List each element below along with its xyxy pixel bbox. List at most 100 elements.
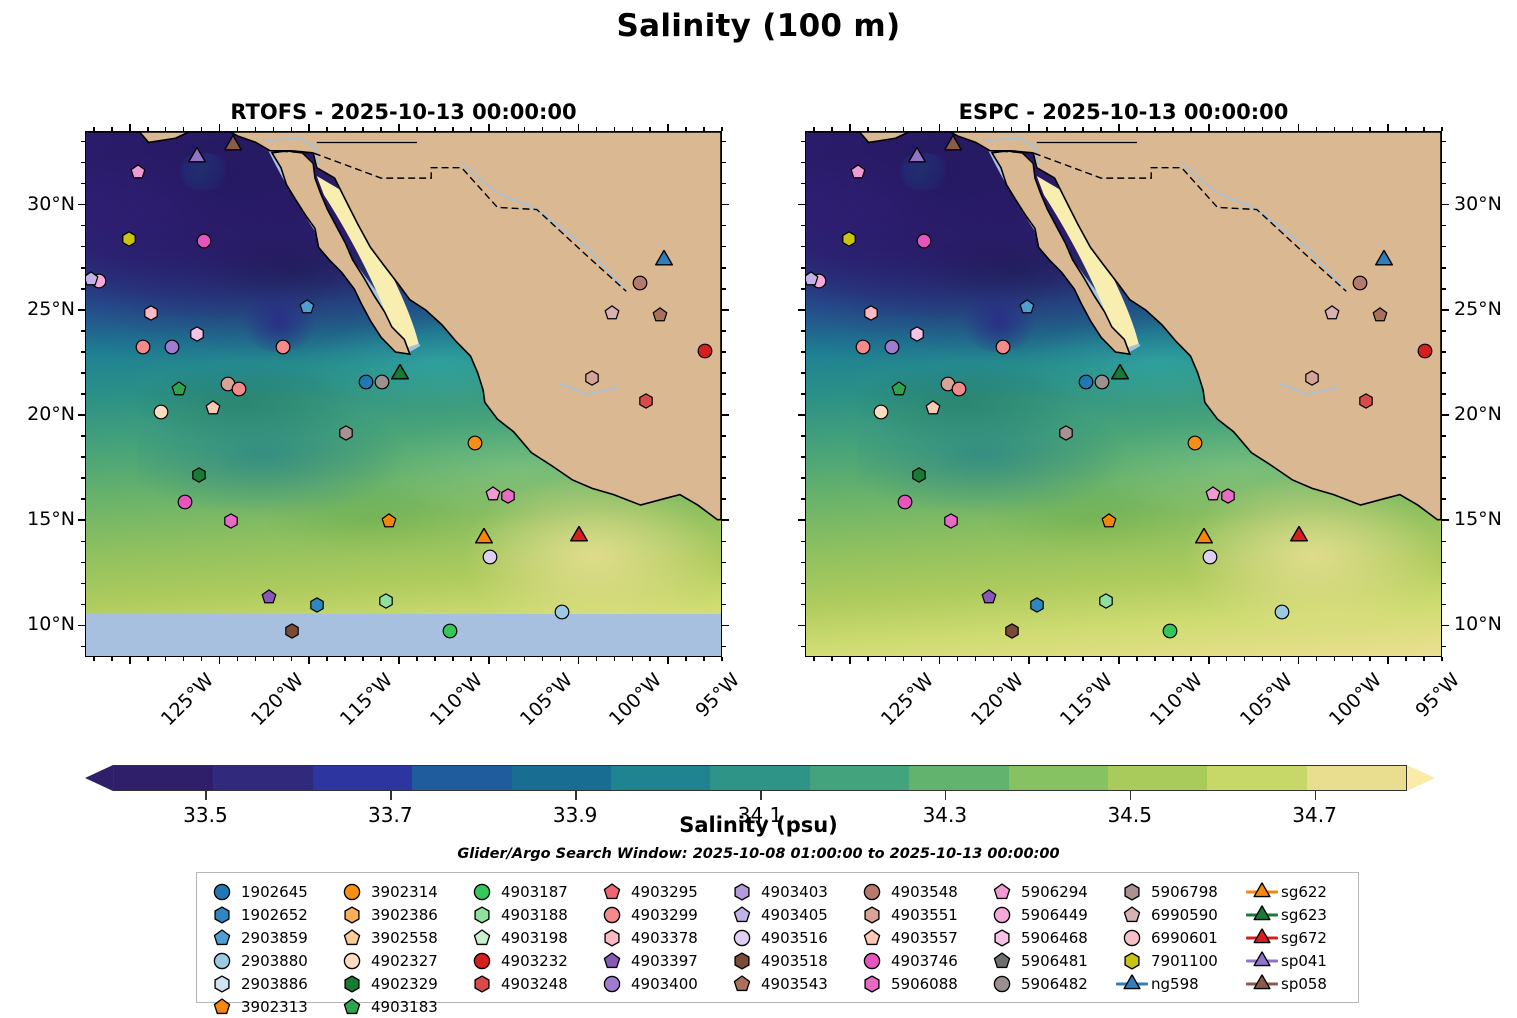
map-marker-4903378[interactable] xyxy=(862,304,879,321)
map-marker-4903516[interactable] xyxy=(1201,549,1218,566)
legend-item[interactable]: sp041 xyxy=(1245,949,1355,972)
map-marker-2903880[interactable] xyxy=(553,603,570,620)
legend-item[interactable]: 4903299 xyxy=(595,903,725,926)
map-marker-3902313[interactable] xyxy=(381,513,398,530)
legend-item[interactable]: 4903248 xyxy=(465,972,595,995)
legend-item[interactable]: 4903548 xyxy=(855,880,985,903)
map-marker-4903232[interactable] xyxy=(697,342,714,359)
legend-item[interactable]: 4902327 xyxy=(335,949,465,972)
map-marker-sg623[interactable] xyxy=(1110,363,1130,384)
legend-item[interactable]: 4903543 xyxy=(725,972,855,995)
map-marker-sp041[interactable] xyxy=(187,147,207,167)
map-marker-sp041[interactable] xyxy=(907,147,927,167)
map-marker-5906482[interactable] xyxy=(1094,374,1111,391)
map-panel-rtofs[interactable] xyxy=(85,131,722,657)
map-marker-4903746b[interactable] xyxy=(896,494,913,511)
legend-item[interactable]: sg672 xyxy=(1245,926,1355,949)
map-marker-sg622[interactable] xyxy=(474,528,494,548)
map-marker-4903183[interactable] xyxy=(171,380,188,397)
map-marker-4903299c[interactable] xyxy=(950,380,967,397)
map-marker-4903232[interactable] xyxy=(1417,342,1434,359)
legend-item[interactable]: 5906481 xyxy=(985,949,1115,972)
map-marker-1902645[interactable] xyxy=(357,374,374,391)
map-marker-4903746[interactable] xyxy=(916,233,933,250)
map-marker-1902652[interactable] xyxy=(1029,597,1046,614)
map-marker-4903397[interactable] xyxy=(981,588,998,605)
legend-item[interactable]: 4903187 xyxy=(465,880,595,903)
map-marker-4903400[interactable] xyxy=(164,338,181,355)
map-marker-4903557[interactable] xyxy=(205,399,222,416)
map-marker-4903248[interactable] xyxy=(1357,393,1374,410)
legend-item[interactable]: 6990590 xyxy=(1115,903,1245,926)
map-marker-4903551b[interactable] xyxy=(584,370,601,387)
map-marker-sg622[interactable] xyxy=(1194,528,1214,548)
legend-item[interactable]: 7901100 xyxy=(1115,949,1245,972)
legend-item[interactable]: 4903551 xyxy=(855,903,985,926)
legend-item[interactable]: 4902329 xyxy=(335,972,465,995)
map-marker-4902329[interactable] xyxy=(191,466,208,483)
map-marker-4903397[interactable] xyxy=(261,588,278,605)
map-marker-4903378[interactable] xyxy=(142,304,159,321)
map-marker-3902314[interactable] xyxy=(467,435,484,452)
map-marker-1902645[interactable] xyxy=(1077,374,1094,391)
map-marker-4903188[interactable] xyxy=(1097,593,1114,610)
legend-item[interactable]: 4903378 xyxy=(595,926,725,949)
map-marker-7901100[interactable] xyxy=(121,231,138,248)
legend-item[interactable]: 3902313 xyxy=(205,995,335,1018)
map-marker-5906294b[interactable] xyxy=(1205,485,1222,502)
legend-item[interactable]: 2903886 xyxy=(205,972,335,995)
legend-item[interactable]: 4903557 xyxy=(855,926,985,949)
map-marker-5906468[interactable] xyxy=(189,325,206,342)
legend-item[interactable]: 4903516 xyxy=(725,926,855,949)
map-marker-5906088b[interactable] xyxy=(499,487,516,504)
legend-item[interactable]: ng598 xyxy=(1115,972,1245,995)
map-marker-4903187[interactable] xyxy=(442,622,459,639)
map-marker-2903859[interactable] xyxy=(298,298,315,315)
map-marker-4902327[interactable] xyxy=(153,403,170,420)
legend-item[interactable]: 5906468 xyxy=(985,926,1115,949)
map-marker-ng598[interactable] xyxy=(1374,250,1394,270)
map-marker-5906088[interactable] xyxy=(223,513,240,530)
legend-item[interactable]: 4903198 xyxy=(465,926,595,949)
map-marker-7901100[interactable] xyxy=(841,231,858,248)
map-marker-4903518[interactable] xyxy=(1004,622,1021,639)
map-marker-4903299[interactable] xyxy=(135,338,152,355)
legend-item[interactable]: sp058 xyxy=(1245,972,1355,995)
map-marker-4903548[interactable] xyxy=(1352,275,1369,292)
map-marker-4903400[interactable] xyxy=(884,338,901,355)
map-marker-4903188[interactable] xyxy=(377,593,394,610)
map-panel-espc[interactable] xyxy=(805,131,1442,657)
legend-item[interactable]: 4903403 xyxy=(725,880,855,903)
legend-item[interactable]: 5906482 xyxy=(985,972,1115,995)
map-marker-5906468[interactable] xyxy=(909,325,926,342)
map-marker-5906798[interactable] xyxy=(338,424,355,441)
legend-item[interactable]: 5906294 xyxy=(985,880,1115,903)
map-marker-4903405[interactable] xyxy=(806,271,820,288)
map-marker-sg623[interactable] xyxy=(390,363,410,384)
legend-item[interactable]: 5906798 xyxy=(1115,880,1245,903)
map-marker-4903557[interactable] xyxy=(925,399,942,416)
legend-item[interactable]: 4903295 xyxy=(595,880,725,903)
platform-legend[interactable]: 1902645 1902652 2903859 2903880 2903886 39023… xyxy=(196,872,1359,1016)
legend-item[interactable]: 4903405 xyxy=(725,903,855,926)
map-marker-4903299b[interactable] xyxy=(995,338,1012,355)
legend-item[interactable]: 1902652 xyxy=(205,903,335,926)
map-marker-4903248[interactable] xyxy=(637,393,654,410)
map-marker-6990590[interactable] xyxy=(603,304,620,321)
map-marker-4902329[interactable] xyxy=(911,466,928,483)
legend-item[interactable]: 4903188 xyxy=(465,903,595,926)
map-marker-5906088b[interactable] xyxy=(1219,487,1236,504)
legend-item[interactable]: 4903400 xyxy=(595,972,725,995)
legend-item[interactable]: 3902558 xyxy=(335,926,465,949)
legend-item[interactable]: 4903397 xyxy=(595,949,725,972)
map-marker-2903859[interactable] xyxy=(1018,298,1035,315)
map-marker-ng598[interactable] xyxy=(654,250,674,270)
map-marker-sp058[interactable] xyxy=(943,134,963,155)
map-marker-4903746b[interactable] xyxy=(176,494,193,511)
legend-item[interactable]: 4903746 xyxy=(855,949,985,972)
map-marker-4903183[interactable] xyxy=(891,380,908,397)
legend-item[interactable]: 5906088 xyxy=(855,972,985,995)
map-marker-4903299c[interactable] xyxy=(230,380,247,397)
legend-item[interactable]: 3902314 xyxy=(335,880,465,903)
legend-item[interactable]: 1902645 xyxy=(205,880,335,903)
